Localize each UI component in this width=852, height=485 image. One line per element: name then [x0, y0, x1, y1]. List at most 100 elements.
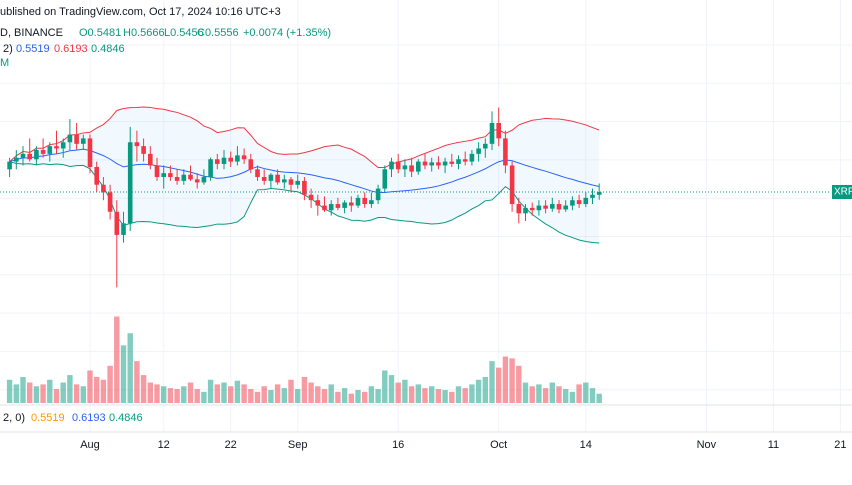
volume-bar: [482, 376, 488, 403]
volume-bar: [429, 386, 435, 403]
band-fill: [9, 106, 600, 244]
volume-bar: [422, 388, 428, 403]
volume-bar: [120, 345, 127, 403]
candle-body: [556, 204, 562, 210]
candle-body: [241, 155, 247, 160]
volume-bar: [576, 384, 582, 403]
candle-body: [181, 174, 187, 181]
candle-body: [154, 165, 160, 178]
candle-body: [114, 211, 120, 235]
candle-body: [516, 204, 522, 214]
candle-body: [476, 148, 481, 154]
candle-body: [402, 165, 408, 170]
candle-body: [107, 192, 113, 212]
publisher: ublished on TradingView.com, Oct 17, 202…: [0, 6, 281, 18]
volume-bar: [328, 384, 334, 403]
volume-bar: [288, 379, 294, 403]
volume-bar: [395, 382, 401, 403]
candle-body: [255, 169, 260, 178]
volume-bar: [248, 389, 254, 403]
volume-bar: [348, 393, 354, 403]
volume-bar: [274, 384, 281, 403]
volume-bar: [556, 386, 562, 403]
candle-body: [40, 150, 46, 154]
x-tick-label: 12: [158, 439, 170, 451]
volume-bar: [335, 391, 341, 403]
candle-body: [563, 205, 568, 210]
price-tag-label: XRP: [834, 187, 852, 198]
volume-bar: [114, 316, 120, 403]
volume-bar: [94, 376, 100, 403]
volume-bar: [475, 379, 482, 403]
volume-bar: [536, 384, 542, 403]
volume-bar: [47, 379, 53, 403]
candle-body: [134, 142, 140, 147]
candle-body: [570, 200, 575, 206]
ohlc-change: +0.0074 (+1.35%): [243, 27, 331, 39]
volume-bar: [368, 386, 375, 403]
volume-bar: [382, 370, 388, 403]
volume-bar: [415, 384, 421, 403]
volume-bar: [435, 389, 442, 403]
candle-body: [469, 153, 475, 162]
volume-bar: [80, 386, 86, 403]
volume-bar: [234, 380, 241, 403]
volume-bar: [442, 389, 448, 403]
candle-body: [362, 197, 367, 205]
x-tick-label: 21: [834, 439, 846, 451]
volume-bar: [589, 388, 596, 403]
volume-bar: [308, 382, 314, 403]
band-basis: [9, 148, 600, 194]
candle-body: [536, 205, 542, 211]
volume-bar: [469, 384, 475, 403]
candle-body: [121, 223, 126, 235]
candle-body: [375, 188, 381, 201]
volume-bar: [187, 382, 194, 403]
candle-body: [543, 205, 548, 209]
volume-bar: [13, 384, 19, 403]
volume-bar: [40, 384, 46, 403]
volume-bar: [341, 388, 348, 403]
candle-body: [436, 162, 441, 166]
candle-body: [523, 207, 528, 214]
candle-body: [295, 180, 300, 185]
bb-lower: 0.4846: [91, 43, 125, 55]
candle-body: [127, 142, 133, 224]
candle-body: [576, 200, 582, 205]
candle-body: [275, 174, 280, 183]
candle-body: [248, 159, 254, 170]
volume-bar: [100, 379, 107, 403]
candle-body: [529, 207, 535, 211]
candle-body: [148, 153, 153, 166]
x-tick-label: 11: [768, 439, 779, 451]
candle-body: [282, 179, 287, 183]
bb-upper: 0.6193: [54, 43, 88, 55]
candle-body: [456, 159, 461, 164]
candle-body: [509, 165, 515, 205]
x-tick-label: Aug: [80, 439, 100, 451]
candle-body: [261, 177, 267, 181]
volume-bar: [355, 389, 361, 403]
volume-bar: [295, 389, 301, 403]
volume-bar: [194, 389, 200, 403]
volume-bar: [107, 365, 113, 403]
candle-body: [416, 161, 421, 172]
price-tag: [832, 184, 852, 199]
volume-bar: [596, 393, 602, 403]
candle-body: [550, 204, 555, 209]
candle-body: [74, 134, 79, 144]
volume-bar: [281, 388, 287, 403]
candle-body: [590, 194, 595, 198]
volume-bar: [60, 382, 66, 403]
ohlc-low: L0.5456: [164, 27, 204, 39]
volume-bar: [174, 389, 180, 403]
volume-bar: [549, 382, 555, 403]
x-tick-label: Nov: [697, 439, 717, 451]
candle-body: [81, 138, 86, 144]
volume-bar: [147, 382, 153, 403]
candle-body: [583, 197, 589, 205]
volume-bar: [167, 388, 174, 403]
x-tick-label: 16: [392, 439, 404, 451]
volume-bar: [496, 367, 502, 403]
